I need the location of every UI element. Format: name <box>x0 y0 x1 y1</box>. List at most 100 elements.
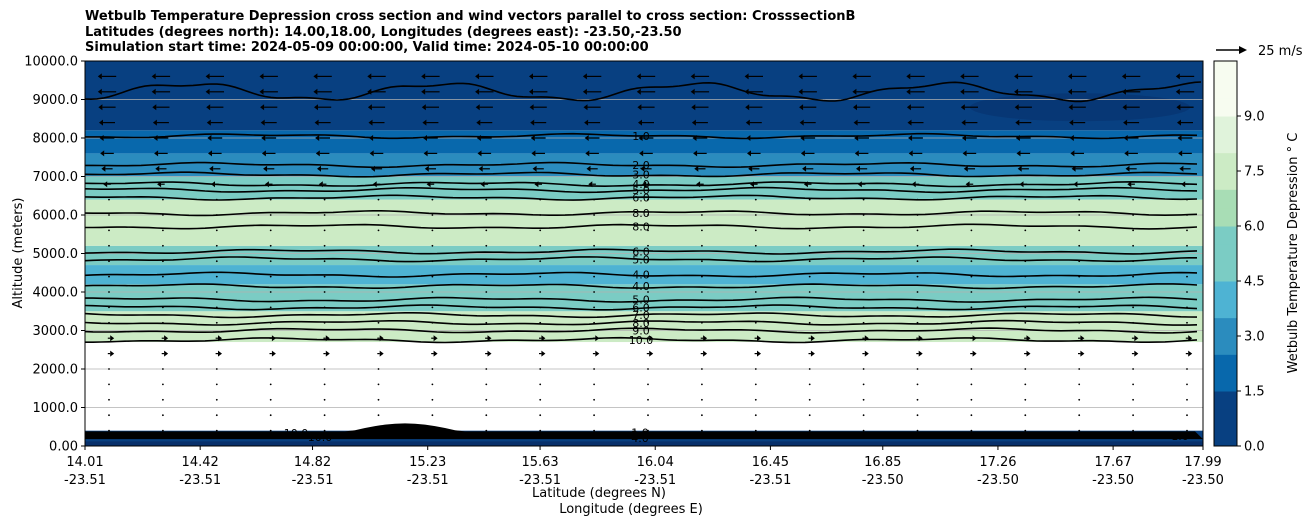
wind-vector-head <box>854 150 859 157</box>
wind-vector-head <box>1071 165 1076 172</box>
y-tick-label: 9000.0 <box>33 93 79 108</box>
wind-vector-head <box>750 181 754 188</box>
wind-vector-head <box>153 135 158 141</box>
wind-vector <box>108 398 110 401</box>
wind-vector-head <box>271 335 276 342</box>
wind-vector <box>377 260 380 263</box>
wind-vector <box>701 229 703 232</box>
wind-vector-head <box>800 150 805 157</box>
wind-vector <box>1132 198 1134 201</box>
wind-vector-head <box>747 150 751 157</box>
wind-vector <box>431 429 434 432</box>
wind-vector-head <box>584 135 589 141</box>
wind-vector-head <box>421 88 426 95</box>
wind-vector <box>754 198 757 201</box>
wind-vector-head <box>487 335 492 342</box>
wind-vector-head <box>595 350 600 357</box>
surface-layer <box>85 441 1203 446</box>
wind-vector <box>539 198 542 201</box>
x-axis: 14.01 -23.51 14.42 -23.51 14.82 -23.51 15.23 -2… <box>64 446 1224 488</box>
wind-vector-head <box>1015 135 1020 141</box>
wind-vector <box>108 368 110 370</box>
wind-vector-head <box>744 73 749 80</box>
colorbar-tick-label: 6.0 <box>1244 220 1265 235</box>
wind-vector <box>539 275 542 278</box>
wind-vector-head <box>642 181 647 188</box>
wind-vector <box>215 260 218 263</box>
wind-vector <box>108 414 110 417</box>
wind-vector-head <box>1080 335 1085 342</box>
wind-vector <box>323 414 326 417</box>
wind-vector <box>916 244 919 247</box>
wind-vector-head <box>164 350 169 357</box>
wind-vector <box>701 214 703 216</box>
wind-vector <box>539 291 542 293</box>
wind-vector <box>215 306 218 309</box>
wind-vector-head <box>638 135 643 141</box>
wind-vector-head <box>692 135 697 141</box>
wind-vector-head <box>480 181 485 188</box>
wind-vector <box>970 321 973 324</box>
wind-vector-head <box>1069 135 1074 141</box>
contour-label: 7.0 <box>632 309 650 322</box>
wind-vector <box>701 414 703 417</box>
wind-vector-head <box>1123 135 1128 141</box>
wind-vector-head <box>426 181 431 188</box>
wind-vector <box>593 275 595 278</box>
wind-vector <box>808 383 811 386</box>
wind-vector-head <box>1127 181 1132 188</box>
wind-vector <box>593 244 595 247</box>
wind-vector <box>701 368 703 370</box>
wind-vector <box>916 383 919 386</box>
wind-vector <box>269 321 272 324</box>
wind-vector <box>647 275 649 278</box>
wind-vector-head <box>1026 350 1031 357</box>
wind-vector <box>1078 275 1081 278</box>
wind-vector <box>916 275 919 278</box>
wind-vector <box>808 198 811 201</box>
wind-vector-head <box>1179 165 1184 172</box>
wind-vector-head <box>906 104 911 111</box>
wind-vector <box>108 306 110 309</box>
wind-vector <box>916 321 919 324</box>
wind-vector <box>593 198 595 201</box>
wind-vector <box>215 275 218 278</box>
x-tick-label-lon: -23.51 <box>749 473 791 488</box>
wind-vector <box>377 244 380 247</box>
wind-vector <box>377 198 380 201</box>
wind-vector-head <box>261 135 266 141</box>
x-tick-label-lon: -23.50 <box>862 473 904 488</box>
contour-label: 8.0 <box>632 207 650 220</box>
wind-vector-head <box>856 165 860 172</box>
wind-vector-head <box>972 350 977 357</box>
wind-vector <box>1078 229 1081 232</box>
wind-vector <box>1078 260 1081 263</box>
wind-vector <box>215 368 218 370</box>
wind-vector <box>1132 229 1134 232</box>
wind-vector <box>593 398 595 401</box>
wind-vector <box>754 414 757 417</box>
wind-vector <box>862 414 865 417</box>
x-tick-label-lat: 14.82 <box>294 455 331 470</box>
wind-vector-head <box>423 150 428 157</box>
wind-vector <box>754 229 757 232</box>
wind-vector-head <box>1175 88 1180 95</box>
wind-vector <box>593 306 595 309</box>
wind-vector-head <box>908 150 913 157</box>
wind-vector <box>377 321 380 324</box>
contour-label: 2.0 <box>632 159 650 172</box>
y-tick-label: 7000.0 <box>33 170 79 185</box>
wind-vector <box>1132 291 1134 293</box>
wind-vector <box>1078 214 1081 216</box>
wind-vector-head <box>588 181 593 188</box>
wind-vector <box>970 398 973 401</box>
wind-vector-head <box>1181 181 1186 188</box>
contour-labels: 1.02.03.04.05.06.08.08.06.05.04.04.05.06… <box>284 130 1189 445</box>
wind-vector-head <box>264 181 269 188</box>
wind-vector-head <box>532 165 537 172</box>
wind-vector-head <box>315 135 320 141</box>
wind-vector-head <box>263 165 268 172</box>
x-tick-label-lat: 16.04 <box>637 455 674 470</box>
wind-vector-head <box>972 335 977 342</box>
wind-vector-head <box>218 335 222 342</box>
